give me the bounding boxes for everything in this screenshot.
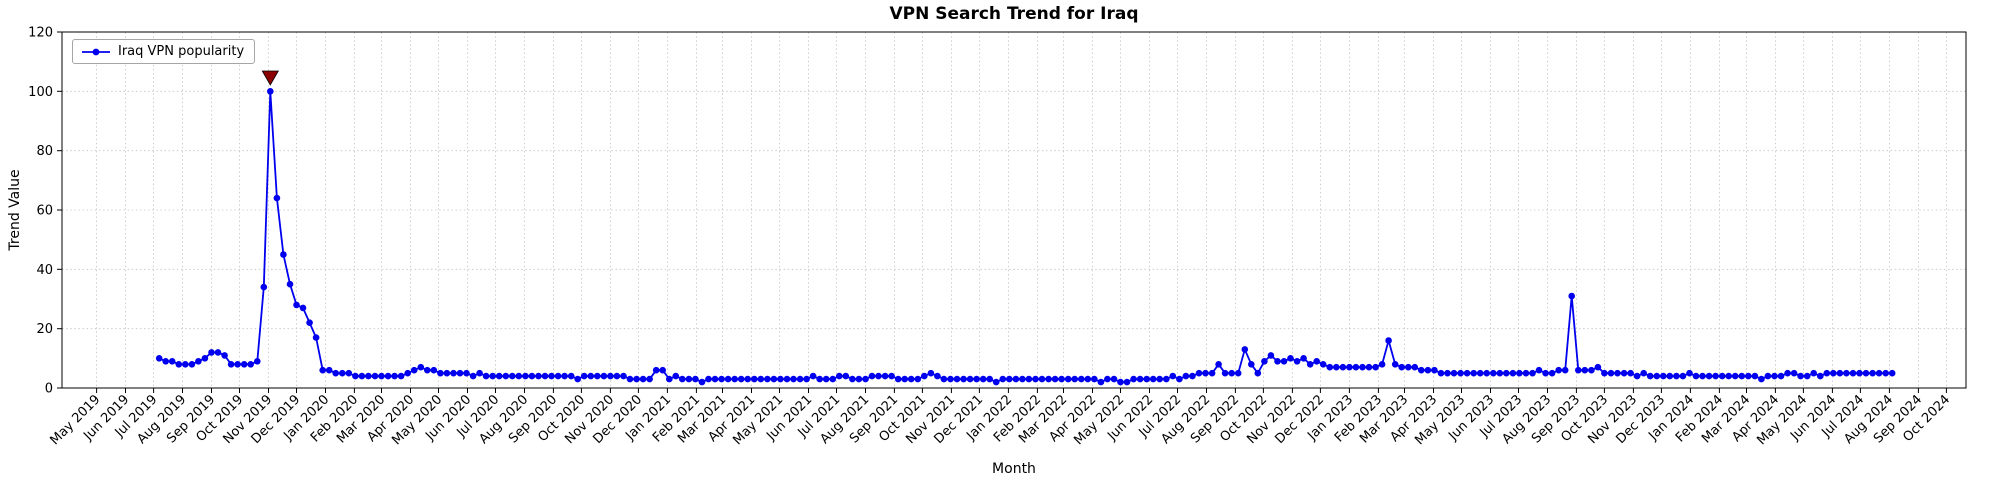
svg-text:40: 40 [36,263,53,278]
svg-text:120: 120 [28,26,53,41]
svg-text:20: 20 [36,322,53,337]
svg-text:0: 0 [45,382,53,397]
chart-legend: Iraq VPN popularity [72,39,256,64]
legend-label: Iraq VPN popularity [118,44,245,59]
svg-text:100: 100 [28,85,53,100]
x-axis-label: Month [992,461,1036,477]
y-axis-label: Trend Value [7,169,23,251]
chart-title: VPN Search Trend for Iraq [889,4,1139,24]
svg-text:60: 60 [36,204,53,219]
legend-line-marker-icon [82,48,110,55]
svg-text:80: 80 [36,144,53,159]
